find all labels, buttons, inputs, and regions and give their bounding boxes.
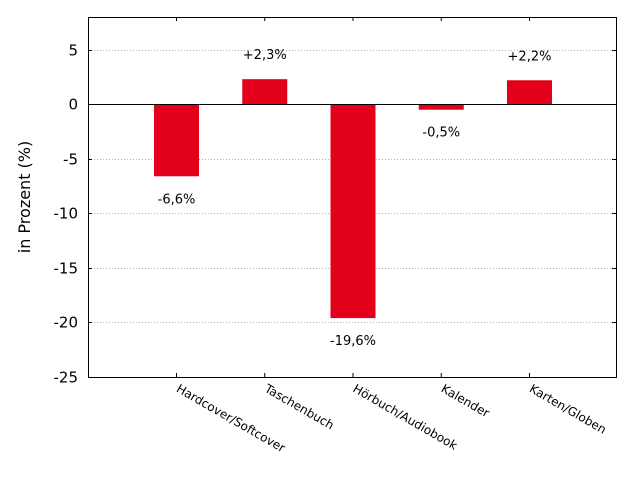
data-label: -6,6%: [158, 192, 196, 207]
y-axis-label: in Prozent (%): [15, 141, 34, 253]
y-axis-ticks: 5 0 -5 -10 -15 -20 -25: [54, 42, 616, 387]
y-tick-label: -15: [54, 260, 79, 278]
x-tick-label: Karten/Globen: [527, 381, 609, 436]
data-label: -0,5%: [422, 126, 460, 141]
y-tick-label: -5: [63, 151, 78, 169]
bar: [330, 104, 376, 319]
y-tick-label: -20: [54, 314, 79, 332]
bar: [154, 104, 199, 177]
plot-frame: [88, 17, 617, 378]
data-label: -19,6%: [330, 334, 376, 349]
y-tick-label: -10: [54, 205, 79, 223]
bar: [507, 80, 552, 105]
data-labels: -6,6% +2,3% -19,6% -0,5% +2,2%: [158, 48, 552, 349]
bar: [242, 79, 288, 105]
y-tick-label: -25: [54, 369, 79, 387]
x-tick-label: Taschenbuch: [261, 381, 336, 432]
data-label: +2,2%: [508, 49, 552, 64]
x-tick-label: Kalender: [439, 381, 492, 420]
bar: [418, 104, 464, 110]
bars: [154, 79, 552, 319]
y-tick-label: 5: [68, 42, 78, 60]
data-label: +2,3%: [243, 48, 287, 63]
y-tick-label: 0: [68, 96, 78, 114]
